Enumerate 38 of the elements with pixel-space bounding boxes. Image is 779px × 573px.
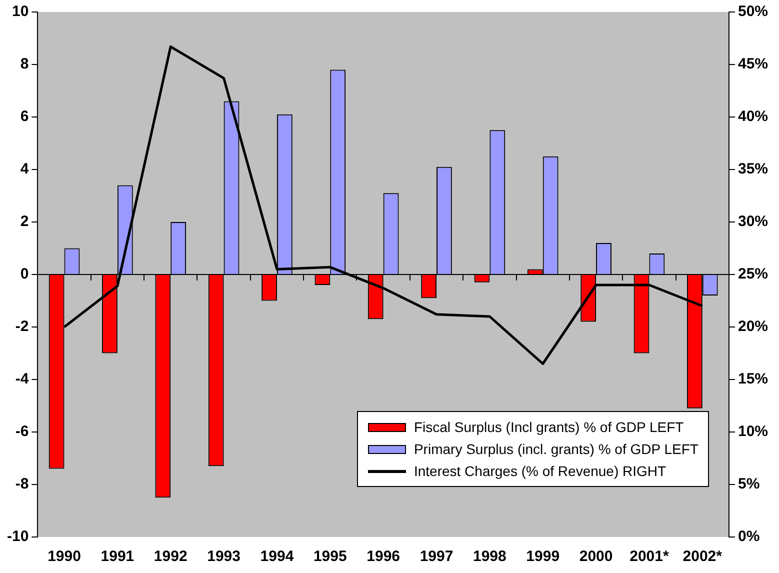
y2-tick-label: 25% — [738, 266, 768, 283]
y2-tick-label: 10% — [738, 423, 768, 440]
y2-tick-label: 15% — [738, 370, 768, 388]
x-tick-label: 1995 — [313, 548, 347, 566]
y-tick-label: -6 — [15, 423, 29, 440]
x-tick-label: 1999 — [526, 548, 560, 566]
y-tick-label: -4 — [15, 370, 30, 388]
y2-tick-label: 45% — [738, 56, 768, 73]
x-tick-label: 1992 — [154, 548, 188, 566]
y2-tick-label: 20% — [738, 318, 768, 336]
x-tick-label: 2002* — [682, 548, 722, 566]
legend-label: Interest Charges (% of Revenue) RIGHT — [414, 463, 666, 479]
y-tick-label: 4 — [20, 160, 30, 178]
y-tick-label: -10 — [6, 528, 29, 546]
x-tick-label: 1998 — [472, 548, 506, 566]
y-tick-label: 2 — [20, 213, 29, 230]
x-tick-label: 1996 — [366, 548, 400, 566]
y2-tick-label: 5% — [738, 476, 760, 493]
x-tick-label: 1991 — [100, 548, 134, 566]
x-tick-label: 1993 — [207, 548, 240, 566]
x-tick-label: 1994 — [260, 548, 294, 566]
x-tick-label: 1997 — [420, 548, 454, 566]
x-tick-label: 2001* — [630, 548, 669, 566]
y2-tick-label: 35% — [738, 160, 768, 178]
y2-tick-label: 40% — [738, 108, 768, 126]
y-tick-label: -2 — [15, 318, 29, 336]
y-tick-label: 6 — [20, 108, 29, 126]
x-tick-label: 1990 — [48, 548, 81, 566]
y-tick-label: 0 — [20, 266, 29, 283]
y2-tick-label: 50% — [738, 3, 768, 20]
y2-tick-label: 30% — [738, 213, 768, 230]
y-tick-label: 10 — [12, 3, 29, 20]
legend-label: Primary Surplus (incl. grants) % of GDP LEFT — [414, 441, 698, 457]
legend-label: Fiscal Surplus (Incl grants) % of GDP LEFT — [414, 419, 684, 435]
y-tick-label: 8 — [20, 56, 29, 73]
y-tick-label: -8 — [15, 476, 29, 493]
x-tick-label: 2000 — [579, 548, 613, 566]
y2-tick-label: 0% — [738, 528, 760, 546]
